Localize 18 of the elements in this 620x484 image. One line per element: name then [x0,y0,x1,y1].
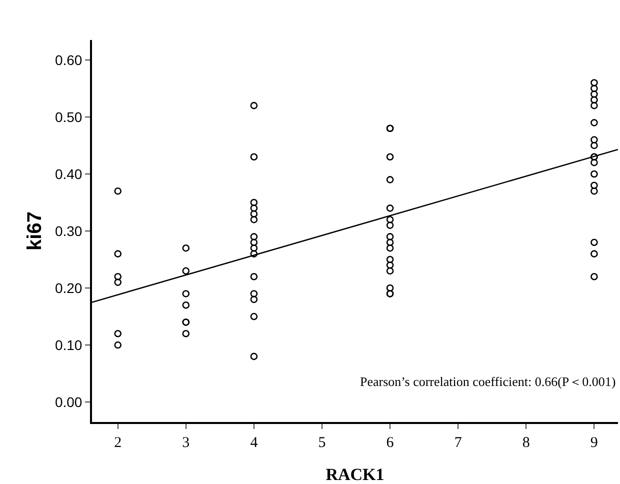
y-tick-label: 0.30 [54,222,82,239]
x-tick-label: 3 [182,435,190,451]
annotation: Pearson’s correlation coefficient: 0.66(P＜0.001) [360,374,616,389]
x-tick-label: 9 [590,435,598,451]
y-tick-label: 0.20 [54,280,82,296]
y-axis-title: ki67 [24,212,46,250]
y-tick-label: 0.50 [54,108,82,125]
x-tick-label: 2 [114,435,122,451]
x-tick-label: 8 [522,435,530,451]
y-tick-label: 0.60 [54,52,82,68]
x-tick-label: 6 [386,435,394,451]
y-tick-label: 0.40 [54,166,82,182]
x-axis-title: RACK1 [326,465,384,484]
y-tick-label: 0.10 [54,336,82,353]
y-tick-label: 0.00 [54,394,82,410]
x-tick-label: 4 [250,435,258,451]
x-tick-label: 7 [454,435,462,451]
x-tick-label: 5 [318,435,326,451]
